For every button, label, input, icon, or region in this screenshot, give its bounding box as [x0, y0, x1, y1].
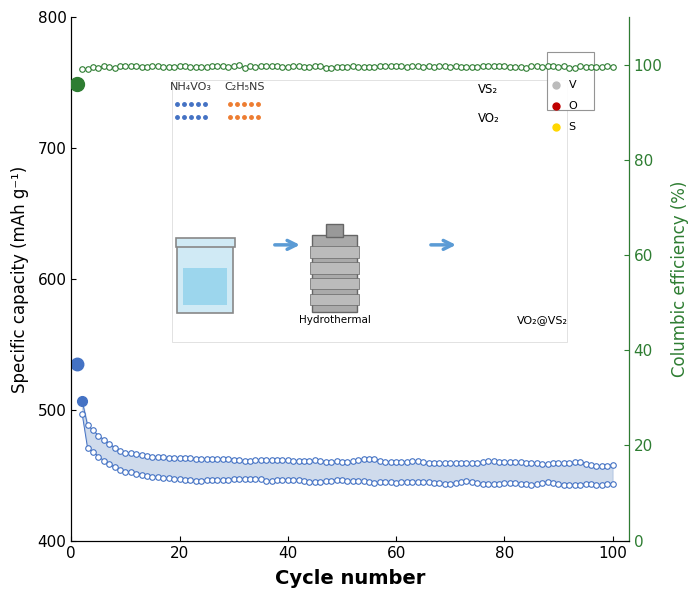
FancyBboxPatch shape	[312, 235, 357, 312]
FancyBboxPatch shape	[311, 278, 359, 289]
Text: NH₄VO₃: NH₄VO₃	[170, 83, 212, 92]
FancyBboxPatch shape	[311, 262, 359, 274]
Text: Hydrothermal: Hydrothermal	[299, 316, 371, 325]
Text: S: S	[568, 122, 575, 132]
X-axis label: Cycle number: Cycle number	[275, 569, 426, 588]
FancyBboxPatch shape	[183, 268, 228, 305]
FancyBboxPatch shape	[311, 246, 359, 258]
FancyBboxPatch shape	[311, 294, 359, 305]
FancyBboxPatch shape	[547, 52, 594, 110]
Y-axis label: Specific capacity (mAh g⁻¹): Specific capacity (mAh g⁻¹)	[11, 165, 29, 392]
Y-axis label: Columbic efficiency (%): Columbic efficiency (%)	[671, 181, 689, 377]
FancyBboxPatch shape	[176, 238, 234, 247]
Text: VO₂: VO₂	[478, 112, 500, 125]
Text: V: V	[568, 80, 576, 90]
Text: VO₂@VS₂: VO₂@VS₂	[517, 316, 568, 325]
FancyBboxPatch shape	[172, 80, 568, 342]
Text: O: O	[568, 101, 578, 111]
FancyBboxPatch shape	[177, 240, 233, 313]
Text: C₂H₅NS: C₂H₅NS	[224, 83, 265, 92]
FancyBboxPatch shape	[326, 224, 343, 237]
Text: VS₂: VS₂	[478, 83, 498, 96]
